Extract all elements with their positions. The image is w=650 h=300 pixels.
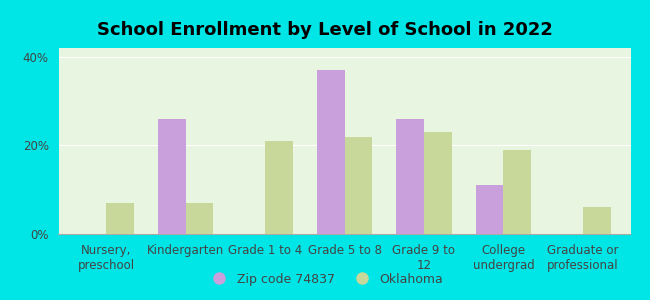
Text: School Enrollment by Level of School in 2022: School Enrollment by Level of School in … [97,21,553,39]
Bar [344,136,372,234]
Bar [317,70,345,234]
Bar [265,141,293,234]
Bar [424,132,452,234]
Bar [583,207,610,234]
Bar [476,185,503,234]
Bar [186,203,213,234]
Legend: Zip code 74837, Oklahoma: Zip code 74837, Oklahoma [202,268,448,291]
Bar [106,203,134,234]
Bar [503,150,531,234]
Bar [158,119,186,234]
Bar [396,119,424,234]
